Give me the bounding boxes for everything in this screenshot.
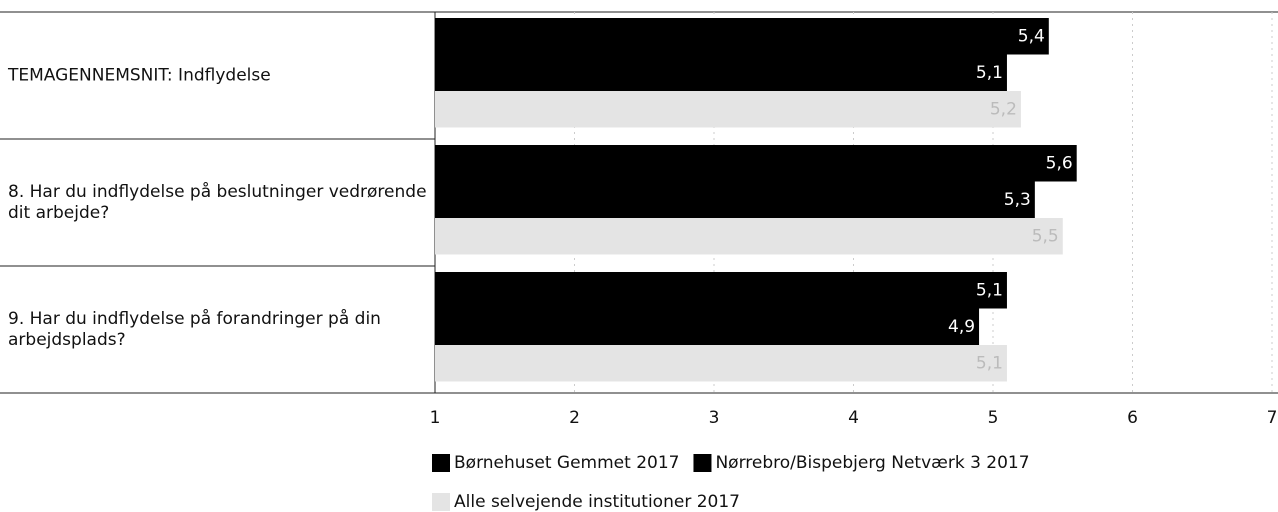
x-tick-label: 7 xyxy=(1267,408,1278,428)
bar xyxy=(435,91,1021,128)
value-label: 4,9 xyxy=(948,317,975,337)
x-tick-label: 6 xyxy=(1127,408,1138,428)
x-tick-label: 2 xyxy=(569,408,580,428)
value-label: 5,2 xyxy=(990,99,1017,119)
bar xyxy=(435,18,1049,55)
value-label: 5,1 xyxy=(976,63,1003,83)
bar xyxy=(435,54,1007,91)
bar xyxy=(435,181,1035,218)
x-tick-label: 5 xyxy=(988,408,999,428)
value-label: 5,6 xyxy=(1046,153,1073,173)
category-label: 8. Har du indflydelse på beslutninger ve… xyxy=(8,181,427,223)
legend-swatch xyxy=(693,454,712,472)
value-label: 5,3 xyxy=(1004,190,1031,210)
bar xyxy=(435,145,1077,182)
value-label: 5,1 xyxy=(976,280,1003,300)
bar xyxy=(435,308,980,345)
legend-label: Nørrebro/Bispebjerg Netværk 3 2017 xyxy=(715,453,1029,473)
legend-swatch xyxy=(432,454,450,472)
x-tick-label: 3 xyxy=(709,408,720,428)
category-label: TEMAGENNEMSNIT: Indflydelse xyxy=(8,65,271,85)
value-label: 5,4 xyxy=(1018,26,1045,46)
bar xyxy=(435,218,1063,255)
legend-label: Børnehuset Gemmet 2017 xyxy=(454,453,679,473)
bar xyxy=(435,345,1007,382)
x-tick-label: 1 xyxy=(430,408,441,428)
value-label: 5,1 xyxy=(976,353,1003,373)
category-label: 9. Har du indflydelse på forandringer på… xyxy=(8,308,381,350)
legend-swatch xyxy=(432,493,450,511)
x-tick-label: 4 xyxy=(848,408,859,428)
legend-label: Alle selvejende institutioner 2017 xyxy=(454,492,740,512)
value-label: 5,5 xyxy=(1032,226,1059,246)
bar xyxy=(435,272,1007,309)
